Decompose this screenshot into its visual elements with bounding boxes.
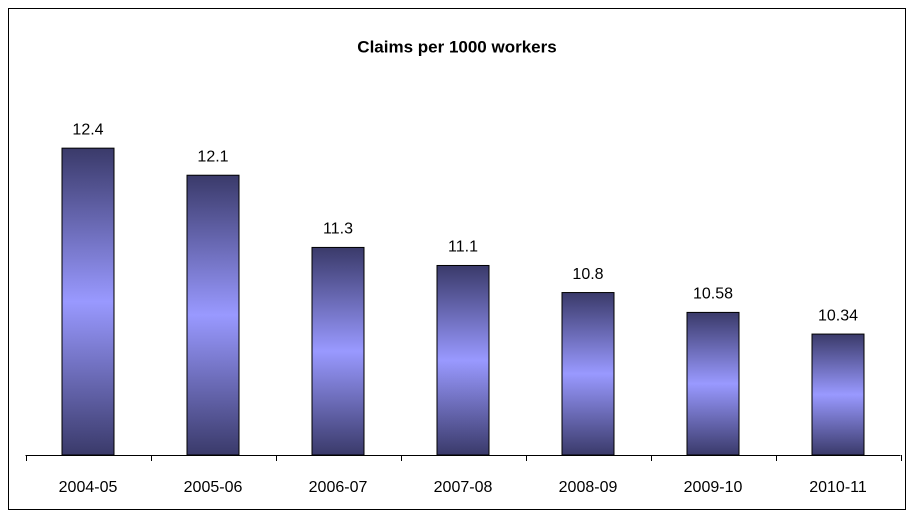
x-tick-label: 2005-06	[184, 479, 243, 496]
x-tick-label: 2008-09	[559, 479, 618, 496]
x-tick-label: 2006-07	[309, 479, 368, 496]
bar	[311, 246, 365, 456]
data-label: 11.3	[323, 221, 353, 238]
bar	[436, 264, 490, 456]
data-label: 11.1	[448, 239, 478, 256]
x-tick-label: 2004-05	[59, 479, 118, 496]
chart-title: Claims per 1000 workers	[357, 37, 556, 56]
bar	[811, 333, 865, 456]
data-label: 12.4	[72, 121, 103, 138]
bar	[561, 292, 615, 456]
bar	[186, 174, 240, 456]
x-tick-label: 2010-11	[809, 479, 867, 496]
x-tick-label: 2007-08	[434, 479, 493, 496]
bar	[61, 147, 115, 456]
data-label: 12.1	[197, 148, 228, 165]
data-label: 10.58	[693, 286, 733, 303]
x-tick-label: 2009-10	[684, 479, 743, 496]
bar	[686, 311, 740, 456]
data-label: 10.8	[572, 266, 603, 283]
data-label: 10.34	[818, 307, 858, 324]
